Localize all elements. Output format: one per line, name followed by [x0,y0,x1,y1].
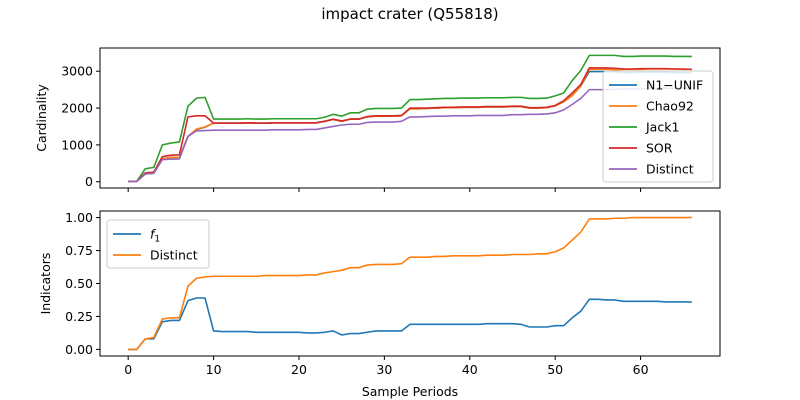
top-legend-label: Jack1 [645,120,679,135]
chart-title: impact crater (Q55818) [321,5,498,23]
top-y-tick-label: 2000 [61,101,93,116]
bot-x-tick-label: 50 [547,362,563,377]
bot-legend-label: Distinct [150,248,198,263]
top-series-line-jack1 [128,54,692,183]
top-y-axis-label: Cardinality [34,84,49,152]
top-plot-frame [99,47,721,189]
top-y-tick-label: 3000 [61,64,93,79]
bottom-legend: f1 Distinct [106,219,210,269]
top-legend-label: Chao92 [646,99,694,114]
bot-legend-box [106,219,210,269]
bottom-x-ticks: 0 10 20 30 40 50 60 [124,356,649,377]
bot-x-tick-label: 40 [462,362,478,377]
bot-series-line-f1 [128,297,692,351]
top-series-lines [128,54,692,183]
bottom-y-axis-label: Indicators [38,253,53,315]
bot-series-line-distinct-ind [128,216,692,351]
top-legend-label: SOR [646,141,673,156]
bot-y-tick-label: 0.00 [65,342,93,357]
bot-y-tick-label: 0.50 [65,276,93,291]
bottom-y-ticks: 0.00 0.25 0.50 0.75 1.00 [65,210,100,357]
top-y-ticks: 0 1000 2000 3000 [61,64,100,189]
bot-y-tick-label: 0.75 [65,243,93,258]
x-axis-label: Sample Periods [362,384,458,399]
bot-x-tick-label: 30 [376,362,392,377]
bot-x-tick-label: 10 [206,362,222,377]
bot-x-tick-label: 20 [291,362,307,377]
top-legend-label: N1−UNIF [646,78,703,93]
bottom-series-lines [128,216,692,351]
bot-y-tick-label: 1.00 [65,210,93,225]
top-x-ticks [127,188,642,192]
top-legend-box [602,70,714,183]
indicators-panel: 0.00 0.25 0.50 0.75 1.00 0 10 20 30 40 50 60 Indic… [38,210,721,399]
top-series-line-sor [128,67,692,183]
cardinality-panel: 0 1000 2000 3000 Cardinality N1−UNIF Chao92 J… [34,47,721,192]
top-legend-label: Distinct [646,162,694,177]
top-y-tick-label: 0 [85,174,93,189]
bot-x-tick-label: 0 [124,362,132,377]
top-y-tick-label: 1000 [61,137,93,152]
bot-x-tick-label: 60 [633,362,649,377]
top-series-line-distinct [128,87,692,183]
bot-legend-label: f1 [150,227,160,245]
bot-y-tick-label: 0.25 [65,309,93,324]
top-legend: N1−UNIF Chao92 Jack1 SOR Distinct [602,70,714,183]
